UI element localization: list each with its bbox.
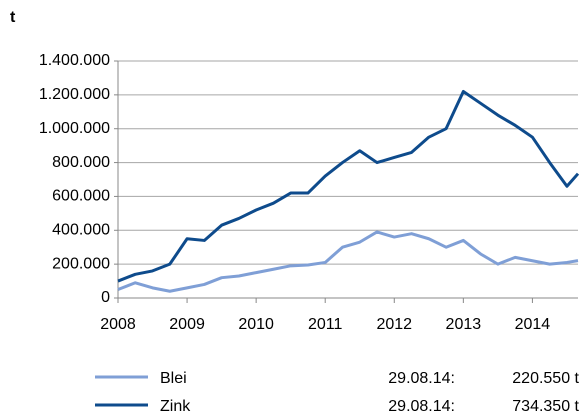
x-tick-label: 2010 bbox=[238, 316, 274, 333]
y-tick-label: 1.000.000 bbox=[39, 120, 110, 137]
series-line bbox=[117, 230, 579, 293]
x-tick-label: 2014 bbox=[515, 316, 551, 333]
x-tick-label: 2012 bbox=[376, 316, 412, 333]
annotation-value: 734.350 t bbox=[512, 398, 579, 415]
x-tick-label: 2008 bbox=[100, 316, 136, 333]
x-tick-label: 2013 bbox=[446, 316, 482, 333]
series-line bbox=[117, 89, 580, 283]
y-tick-label: 400.000 bbox=[52, 222, 110, 239]
y-tick-label: 0 bbox=[101, 289, 110, 306]
y-tick-label: 600.000 bbox=[52, 188, 110, 205]
annotation-date: 29.08.14: bbox=[388, 370, 455, 387]
x-tick-label: 2011 bbox=[308, 316, 343, 333]
y-tick-label: 800.000 bbox=[52, 154, 110, 171]
x-tick-label: 2009 bbox=[169, 316, 205, 333]
annotation-date: 29.08.14: bbox=[388, 398, 455, 415]
annotation-value: 220.550 t bbox=[512, 370, 579, 387]
legend-label: Blei bbox=[160, 370, 187, 387]
y-axis-label: t bbox=[10, 9, 16, 26]
legend-label: Zink bbox=[160, 398, 191, 415]
y-tick-label: 1.200.000 bbox=[39, 86, 110, 103]
y-tick-label: 1.400.000 bbox=[39, 52, 110, 69]
y-tick-label: 200.000 bbox=[52, 255, 110, 272]
